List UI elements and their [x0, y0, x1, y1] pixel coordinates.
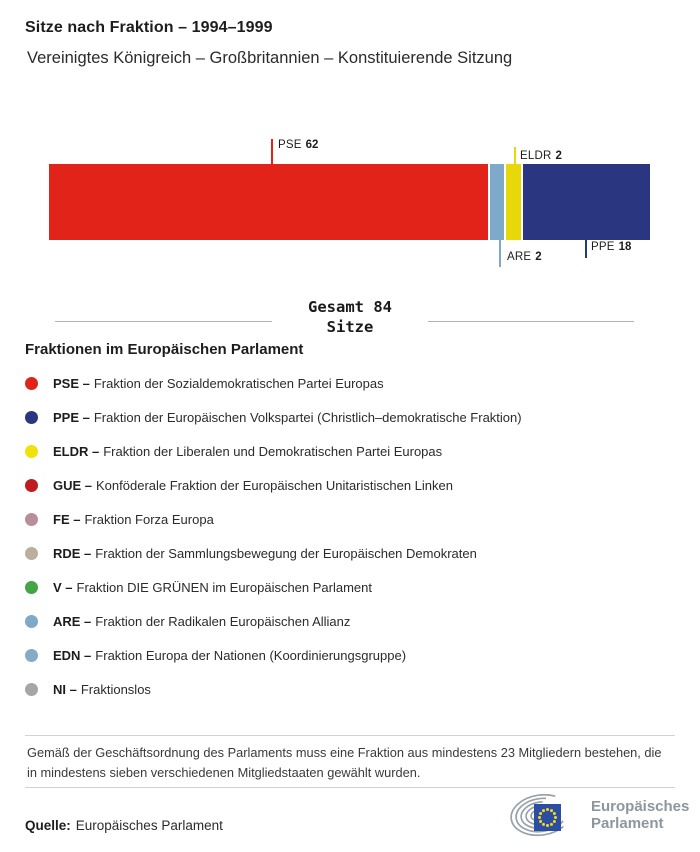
- eldr-callout-label: ELDR 2: [520, 150, 562, 162]
- legend-abbr: NI –: [53, 681, 77, 697]
- ppe-color-dot: [25, 410, 38, 424]
- legend-label: Fraktionslos: [80, 681, 151, 697]
- ppe-seat-count: 18: [618, 241, 632, 253]
- bar-segment-are: [490, 164, 505, 240]
- source-value: Europäisches Parlament: [75, 818, 223, 833]
- are-callout-tick: [499, 240, 501, 267]
- bar-segment-ppe: [522, 164, 651, 240]
- legend-abbr: V –: [53, 579, 73, 595]
- legend-abbr: EDN –: [53, 647, 92, 663]
- ep-logo: Europäisches Parlament: [505, 789, 689, 841]
- legend-abbr: RDE –: [53, 545, 92, 561]
- ppe-callout-tick: [585, 240, 587, 258]
- total-seats-label: Gesamt 84 Sitze: [0, 297, 700, 337]
- legend-item-eldr: ELDR – Fraktion der Liberalen und Demokra…: [25, 434, 675, 468]
- total-seats-line2: Sitze: [326, 318, 374, 336]
- pse-group-name: PSE: [278, 139, 302, 151]
- legend-label: Fraktion Forza Europa: [84, 511, 214, 527]
- legend-item-edn: EDN – Fraktion Europa der Nationen (Koord…: [25, 638, 675, 672]
- pse-callout-tick: [271, 139, 273, 164]
- ppe-group-name: PPE: [591, 241, 615, 253]
- legend-abbr: ARE –: [53, 613, 92, 629]
- legend-abbr: PPE –: [53, 409, 90, 425]
- page-subtitle: Vereinigtes Königreich – Großbritannien …: [27, 49, 513, 67]
- legend-label: Fraktion der Sammlungsbewegung der Europ…: [95, 545, 477, 561]
- legend-item-gue: GUE – Konföderale Fraktion der Europäisch…: [25, 468, 675, 502]
- are-color-dot: [25, 614, 38, 628]
- eu-stars: [538, 808, 557, 827]
- legend-item-fe: FE – Fraktion Forza Europa: [25, 502, 675, 536]
- rde-color-dot: [25, 546, 38, 560]
- eldr-group-name: ELDR: [520, 150, 552, 162]
- legend-label: Fraktion der Europäischen Volkspartei (C…: [93, 409, 522, 425]
- footnote-divider-top: [25, 735, 675, 736]
- ep-logo-line1: Europäisches: [591, 798, 690, 815]
- bar-segment-eldr: [506, 164, 521, 240]
- legend-label: Fraktion der Radikalen Europäischen Alli…: [95, 613, 351, 629]
- legend-abbr: PSE –: [53, 375, 90, 391]
- legend-label: Fraktion der Sozialdemokratischen Partei…: [93, 375, 384, 391]
- ep-hemicycle-icon: [510, 793, 572, 837]
- legend-label: Konföderale Fraktion der Europäischen Un…: [96, 477, 453, 493]
- source-line: Quelle: Europäisches Parlament: [25, 818, 223, 833]
- pse-callout-label: PSE 62: [278, 139, 318, 151]
- are-seat-count: 2: [535, 251, 542, 263]
- legend-abbr: GUE –: [53, 477, 93, 493]
- legend-item-pse: PSE – Fraktion der Sozialdemokratischen P…: [25, 366, 675, 400]
- legend-item-ppe: PPE – Fraktion der Europäischen Volkspart…: [25, 400, 675, 434]
- total-rule-left: [55, 321, 272, 322]
- eldr-color-dot: [25, 444, 38, 458]
- pse-seat-count: 62: [305, 139, 319, 151]
- footnote-divider-bottom: [25, 787, 675, 788]
- legend-label: Fraktion Europa der Nationen (Koordinier…: [95, 647, 407, 663]
- total-rule-right: [428, 321, 634, 322]
- gue-color-dot: [25, 478, 38, 492]
- legend-item-ni: NI – Fraktionslos: [25, 672, 675, 706]
- ep-logo-line2: Parlament: [591, 815, 664, 832]
- legend-heading: Fraktionen im Europäischen Parlament: [25, 341, 304, 358]
- are-group-name: ARE: [507, 251, 532, 263]
- source-label: Quelle:: [25, 818, 71, 833]
- legend-label: Fraktion der Liberalen und Demokratische…: [103, 443, 443, 459]
- ep-logo-wordmark: Europäisches Parlament: [591, 798, 689, 832]
- legend-list: PSE – Fraktion der Sozialdemokratischen P…: [25, 366, 675, 706]
- footnote-text: Gemäß der Geschäftsordnung des Parlament…: [27, 745, 662, 781]
- fe-color-dot: [25, 512, 38, 526]
- pse-color-dot: [25, 376, 38, 390]
- v-color-dot: [25, 580, 38, 594]
- legend-abbr: FE –: [53, 511, 81, 527]
- stacked-bar-chart: [49, 164, 651, 240]
- eldr-callout-tick: [514, 147, 516, 164]
- total-seats-line1: Gesamt 84: [308, 298, 392, 316]
- legend-item-are: ARE – Fraktion der Radikalen Europäischen…: [25, 604, 675, 638]
- legend-label: Fraktion DIE GRÜNEN im Europäischen Parl…: [76, 579, 373, 595]
- are-callout-label: ARE 2: [507, 251, 542, 263]
- eldr-seat-count: 2: [555, 150, 562, 162]
- legend-abbr: ELDR –: [53, 443, 100, 459]
- page-title: Sitze nach Fraktion – 1994–1999: [25, 19, 273, 36]
- edn-color-dot: [25, 648, 38, 662]
- legend-item-v: V – Fraktion DIE GRÜNEN im Europäischen P…: [25, 570, 675, 604]
- legend-item-rde: RDE – Fraktion der Sammlungsbewegung der …: [25, 536, 675, 570]
- bar-segment-pse: [49, 164, 489, 240]
- ppe-callout-label: PPE 18: [591, 241, 631, 253]
- ni-color-dot: [25, 682, 38, 696]
